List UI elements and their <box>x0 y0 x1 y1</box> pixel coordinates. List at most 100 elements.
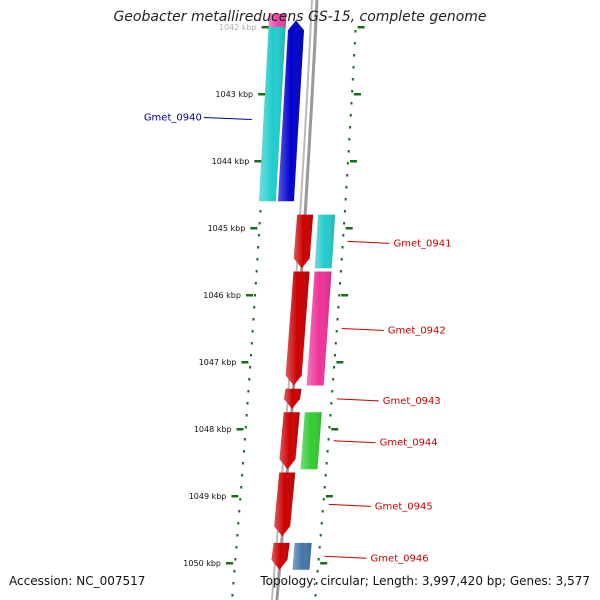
track-dot <box>320 522 323 525</box>
kbp-tick <box>231 495 239 498</box>
track-dot <box>324 474 327 477</box>
track-dot <box>238 510 241 513</box>
gene-label[interactable]: Gmet_0945 <box>375 501 433 512</box>
track-dot <box>256 258 259 261</box>
gene-label[interactable]: Gmet_0941 <box>393 238 451 249</box>
track-dot <box>236 534 239 537</box>
track-dot <box>258 222 261 225</box>
track-dot <box>342 234 345 237</box>
track-dot <box>251 330 254 333</box>
gene-label[interactable]: Gmet_0946 <box>371 553 429 564</box>
feature-block-shading <box>292 542 312 570</box>
track-dot <box>248 378 251 381</box>
kbp-tick-label: 1043 kbp <box>215 90 253 99</box>
kbp-tick-outer <box>331 428 339 431</box>
track-dot <box>318 546 321 549</box>
track-dot <box>349 126 352 129</box>
kbp-tick-label: 1044 kbp <box>212 157 250 166</box>
feature-block-shading <box>300 412 322 470</box>
gene-label[interactable]: Gmet_0942 <box>388 326 446 337</box>
kbp-tick-label: 1047 kbp <box>199 358 237 367</box>
gene-arrow-shading <box>293 214 314 269</box>
track-dot <box>341 246 344 249</box>
track-dot <box>314 594 317 597</box>
feature-block-shading <box>314 214 336 269</box>
feature-block-shading <box>258 20 286 202</box>
track-dot <box>337 306 340 309</box>
track-dot <box>329 414 332 417</box>
feature-block-shading <box>268 13 287 27</box>
accession-text: Accession: NC_007517 <box>9 574 146 588</box>
gene-arrow-shading <box>284 388 302 409</box>
kbp-tick <box>258 93 266 96</box>
kbp-tick-outer <box>336 361 344 364</box>
track-dot <box>231 594 234 597</box>
track-dot <box>343 222 346 225</box>
kbp-tick-outer <box>349 160 357 163</box>
track-dot <box>327 438 330 441</box>
track-dot <box>343 210 346 213</box>
gene-arrow-shading <box>279 412 300 470</box>
kbp-tick-label: 1050 kbp <box>183 559 221 568</box>
track-dot <box>233 570 236 573</box>
track-dot <box>316 570 319 573</box>
track-dot <box>339 270 342 273</box>
gene-label[interactable]: Gmet_0940 <box>144 112 202 123</box>
gene-arrow-shading <box>277 20 304 202</box>
kbp-tick-outer <box>320 562 328 565</box>
track-dot <box>315 582 318 585</box>
track-dot <box>255 270 258 273</box>
track-dot <box>235 546 238 549</box>
track-dot <box>339 282 342 285</box>
track-dot <box>334 342 337 345</box>
kbp-tick <box>241 361 249 364</box>
track-dot <box>241 474 244 477</box>
track-dot <box>253 306 256 309</box>
track-dot <box>232 582 235 585</box>
gene-label[interactable]: Gmet_0944 <box>380 438 438 449</box>
kbp-tick-outer <box>353 93 361 96</box>
kbp-tick <box>254 160 262 163</box>
kbp-tick-label: 1049 kbp <box>189 492 227 501</box>
kbp-tick-outer <box>357 26 365 29</box>
gene-leader-line <box>336 398 379 402</box>
track-dot <box>257 234 260 237</box>
track-dot <box>347 150 350 153</box>
gene-leader-line <box>203 116 252 120</box>
track-dot <box>338 294 341 297</box>
track-dot <box>323 486 326 489</box>
kbp-tick <box>245 294 253 297</box>
track-dot <box>328 426 331 429</box>
track-dot <box>351 90 354 93</box>
gene-arrows <box>271 20 314 570</box>
track-dot <box>333 366 336 369</box>
gene-label[interactable]: Gmet_0943 <box>383 396 441 407</box>
track-dot <box>344 198 347 201</box>
track-dot <box>330 402 333 405</box>
track-dot <box>252 318 255 321</box>
track-dot <box>242 462 245 465</box>
track-dot <box>244 426 247 429</box>
kbp-tick <box>226 562 234 565</box>
track-dot <box>317 558 320 561</box>
track-dot <box>243 438 246 441</box>
track-dot <box>345 186 348 189</box>
track-dot <box>239 498 242 501</box>
gene-arrow-shading <box>285 271 310 386</box>
genome-summary-text: Topology: circular; Length: 3,997,420 bp… <box>260 574 590 588</box>
track-dot <box>354 30 357 33</box>
kbp-tick-label: 1048 kbp <box>194 425 232 434</box>
outer-dotted-circles <box>231 30 357 597</box>
track-dot <box>352 66 355 69</box>
gene-leader-line <box>324 555 367 559</box>
kbp-tick-label: 1046 kbp <box>203 291 241 300</box>
track-dot <box>321 510 324 513</box>
track-dot <box>240 486 243 489</box>
gene-arrow-shading <box>271 542 290 570</box>
track-dot <box>249 354 252 357</box>
track-dot <box>346 162 349 165</box>
track-dot <box>332 378 335 381</box>
track-dot <box>325 462 328 465</box>
track-dot <box>249 366 252 369</box>
